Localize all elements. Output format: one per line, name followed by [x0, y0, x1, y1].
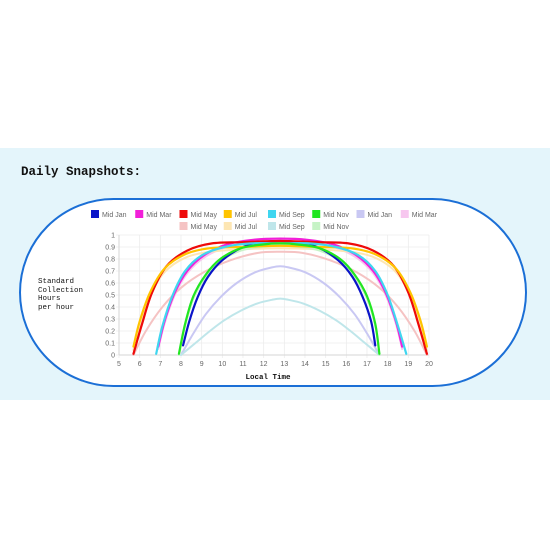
section-title: Daily Snapshots:: [21, 165, 142, 179]
legend-label: Mid Mar: [412, 212, 438, 219]
x-tick-label: 7: [158, 361, 162, 368]
legend-item[interactable]: Mid Jan: [91, 210, 127, 219]
legend-label: Mid May: [191, 212, 218, 219]
y-axis-label-line: Standard: [38, 278, 75, 286]
series-line-6: [177, 242, 381, 355]
x-tick-label: 9: [200, 361, 204, 368]
legend-swatch: [356, 210, 365, 218]
y-axis-label-line: per hour: [38, 303, 75, 312]
x-tick-label: 13: [280, 361, 288, 368]
legend-swatch: [223, 222, 232, 230]
y-tick-label: 0.7: [105, 269, 115, 276]
legend-label: Mid Jan: [102, 212, 127, 219]
y-tick-label: 0.1: [105, 341, 115, 348]
y-tick-label: 1: [111, 233, 115, 240]
legend-swatch: [91, 210, 99, 218]
series-line-2: [157, 237, 404, 348]
legend-item[interactable]: Mid May: [179, 222, 218, 231]
legend-label: Mid Sep: [279, 224, 305, 231]
x-tick-label: 11: [239, 361, 246, 368]
x-tick-label: 14: [301, 361, 309, 368]
legend-label: Mid Nov: [323, 224, 349, 231]
x-tick-label: 17: [363, 361, 371, 368]
y-axis-label-line: Collection: [38, 286, 84, 295]
y-tick-label: 0: [111, 353, 115, 360]
x-tick-label: 15: [322, 361, 330, 368]
series-line-11: [180, 297, 381, 356]
x-tick-label: 20: [425, 361, 433, 368]
legend-swatch: [179, 210, 188, 218]
y-tick-label: 0.5: [105, 293, 115, 300]
x-tick-label: 10: [218, 361, 226, 368]
series-line-3: [132, 239, 429, 355]
legend-item[interactable]: Mid Nov: [312, 222, 349, 231]
chart-grid: [116, 234, 430, 358]
legend-label: Mid Jul: [235, 224, 258, 231]
legend-swatch: [400, 210, 409, 218]
chart-legend[interactable]: Mid Jan Mid Mar Mid May Mid Jul Mid Sep Mid N…: [91, 210, 438, 231]
x-tick-label: 12: [260, 361, 268, 368]
x-tick-label: 5: [117, 361, 121, 368]
y-axis-label: Standard Collection Hours per hour: [38, 278, 108, 312]
y-tick-label: 0.4: [105, 305, 115, 312]
y-tick-label: 0.3: [105, 317, 115, 324]
legend-swatch: [135, 210, 144, 218]
legend-item[interactable]: Mid Mar: [400, 210, 438, 219]
chart-series: [132, 237, 429, 356]
x-tick-label: 8: [179, 361, 183, 368]
legend-swatch: [312, 222, 321, 230]
legend-label: Mid Mar: [146, 212, 172, 219]
legend-item[interactable]: Mid May: [179, 210, 218, 219]
series-line-9: [132, 250, 428, 356]
legend-label: Mid Jan: [368, 212, 393, 219]
legend-swatch: [223, 210, 232, 218]
legend-item[interactable]: Mid Mar: [135, 210, 172, 219]
series-line-4: [132, 244, 429, 348]
legend-label: Mid Jul: [235, 212, 258, 219]
x-tick-label: 18: [384, 361, 392, 368]
legend-swatch: [268, 210, 276, 218]
legend-item[interactable]: Mid Sep: [268, 222, 305, 231]
series-line-12: [177, 244, 381, 356]
x-tick-label: 16: [342, 361, 350, 368]
legend-item[interactable]: Mid Sep: [268, 210, 305, 219]
legend-label: Mid Nov: [323, 212, 349, 219]
x-tick-label: 19: [404, 361, 412, 368]
y-tick-label: 0.2: [105, 329, 115, 336]
legend-swatch: [268, 222, 276, 230]
legend-item[interactable]: Mid Jul: [223, 222, 258, 231]
x-tick-label: 6: [138, 361, 142, 368]
legend-swatch: [179, 222, 188, 230]
legend-item[interactable]: Mid Nov: [312, 210, 349, 219]
legend-item[interactable]: Mid Jan: [356, 210, 393, 219]
y-axis-label-line: Hours: [38, 295, 61, 304]
legend-label: Mid May: [191, 224, 218, 231]
x-axis-label: Local Time: [245, 374, 291, 382]
y-tick-label: 0.8: [105, 257, 115, 264]
y-tick-label: 0.9: [105, 245, 115, 252]
legend-swatch: [312, 210, 321, 218]
legend-item[interactable]: Mid Jul: [223, 210, 258, 219]
legend-label: Mid Sep: [279, 212, 305, 219]
series-line-7: [180, 265, 381, 356]
chart-axes: 5 6 7 8 9 10 11 12 13 14 15 16 17 18 19 20 0 0.1 0.2 0.3 0.4…: [105, 233, 433, 369]
y-tick-label: 0.6: [105, 281, 115, 288]
